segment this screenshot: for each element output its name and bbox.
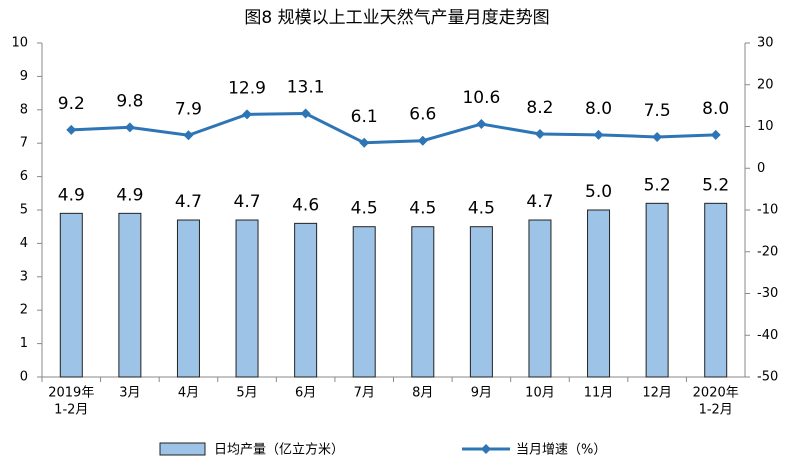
bar-value-label: 4.5 [351, 199, 378, 219]
y-tick-label: 4 [20, 236, 28, 251]
line-marker [66, 124, 77, 135]
y-tick-label: 5 [20, 203, 28, 218]
line-marker [300, 108, 311, 119]
bar-value-label: 4.7 [175, 192, 202, 212]
bar-value-label: 4.6 [292, 195, 319, 215]
bar-value-label: 4.9 [116, 185, 143, 205]
bar [587, 209, 611, 378]
y-tick-label: 9 [20, 69, 28, 84]
bar [352, 226, 376, 378]
legend-label: 当月增速（%） [516, 443, 606, 458]
bar-value-label: 5.2 [644, 175, 671, 195]
line-value-label: 6.6 [409, 105, 436, 125]
y2-tick-label: 20 [757, 77, 774, 92]
bar [469, 226, 493, 378]
x-tick-label: 8月 [412, 386, 433, 401]
y2-tick-label: -20 [757, 244, 778, 259]
line-marker [359, 137, 370, 148]
y2-tick-label: 10 [757, 119, 774, 134]
y2-tick-label: -50 [757, 370, 778, 385]
line-value-label: 6.1 [351, 107, 378, 127]
bar-value-label: 4.5 [468, 199, 495, 219]
bar-value-label: 5.0 [585, 182, 612, 202]
bar [235, 219, 259, 378]
line-value-label: 8.0 [702, 99, 729, 119]
y2-tick-label: 30 [757, 36, 774, 51]
line-value-label: 8.2 [526, 98, 553, 118]
y-tick-label: 6 [20, 169, 28, 184]
bar [118, 212, 142, 378]
legend-label: 日均产量（亿立方米） [214, 442, 344, 458]
line-value-label: 7.9 [175, 99, 202, 119]
y-tick-label: 10 [11, 36, 28, 51]
line-marker [242, 109, 253, 120]
y2-tick-label: 0 [757, 161, 765, 176]
bar [59, 212, 83, 378]
chart-title: 图8 规模以上工业天然气产量月度走势图 [244, 8, 549, 28]
y-tick-label: 0 [20, 370, 28, 385]
line-value-label: 9.2 [58, 94, 85, 114]
bar-value-label: 4.7 [234, 192, 261, 212]
line-value-label: 10.6 [462, 88, 500, 108]
bar-value-label: 5.2 [702, 175, 729, 195]
y-tick-label: 3 [20, 269, 28, 284]
legend-marker [481, 444, 491, 454]
y-tick-label: 1 [20, 336, 28, 351]
bar [645, 202, 669, 378]
x-tick-label: 4月 [178, 386, 199, 401]
x-tick-label: 11月 [584, 386, 614, 401]
x-tick-label: 12月 [642, 386, 672, 401]
line-marker [124, 122, 135, 133]
x-tick-label: 5月 [236, 386, 257, 401]
bar [176, 219, 200, 378]
line [71, 112, 716, 145]
y-tick-label: 2 [20, 303, 28, 318]
line-value-label: 8.0 [585, 99, 612, 119]
x-tick-label: 6月 [295, 386, 316, 401]
x-tick-label: 2019年 [48, 386, 94, 401]
y2-tick-label: -40 [757, 328, 778, 343]
line-marker [652, 131, 663, 142]
line-marker [417, 135, 428, 146]
x-tick-label: 2020年 [693, 386, 739, 401]
y-tick-label: 7 [20, 136, 28, 151]
bar [704, 202, 728, 378]
line-marker [534, 129, 545, 140]
bar-value-label: 4.7 [526, 192, 553, 212]
line-value-label: 7.5 [644, 101, 671, 121]
bar [294, 222, 318, 378]
line-marker [476, 118, 487, 129]
x-tick-label: 7月 [354, 386, 375, 401]
bar-value-label: 4.5 [409, 199, 436, 219]
line-value-label: 12.9 [228, 78, 266, 98]
x-tick-label: 3月 [119, 386, 140, 401]
y2-tick-label: -30 [757, 286, 778, 301]
line-marker [710, 129, 721, 140]
x-tick-label: 1-2月 [699, 403, 733, 418]
bar-value-label: 4.9 [58, 185, 85, 205]
x-tick-label: 10月 [525, 386, 555, 401]
bar [528, 219, 552, 378]
bar [411, 226, 435, 378]
y-tick-label: 8 [20, 102, 28, 117]
y2-tick-label: -10 [757, 203, 778, 218]
x-tick-label: 1-2月 [54, 403, 88, 418]
legend-swatch [159, 442, 206, 456]
line-marker [593, 129, 604, 140]
line-value-label: 9.8 [116, 91, 143, 111]
line-value-label: 13.1 [287, 78, 325, 98]
line-marker [183, 130, 194, 141]
x-tick-label: 9月 [471, 386, 492, 401]
